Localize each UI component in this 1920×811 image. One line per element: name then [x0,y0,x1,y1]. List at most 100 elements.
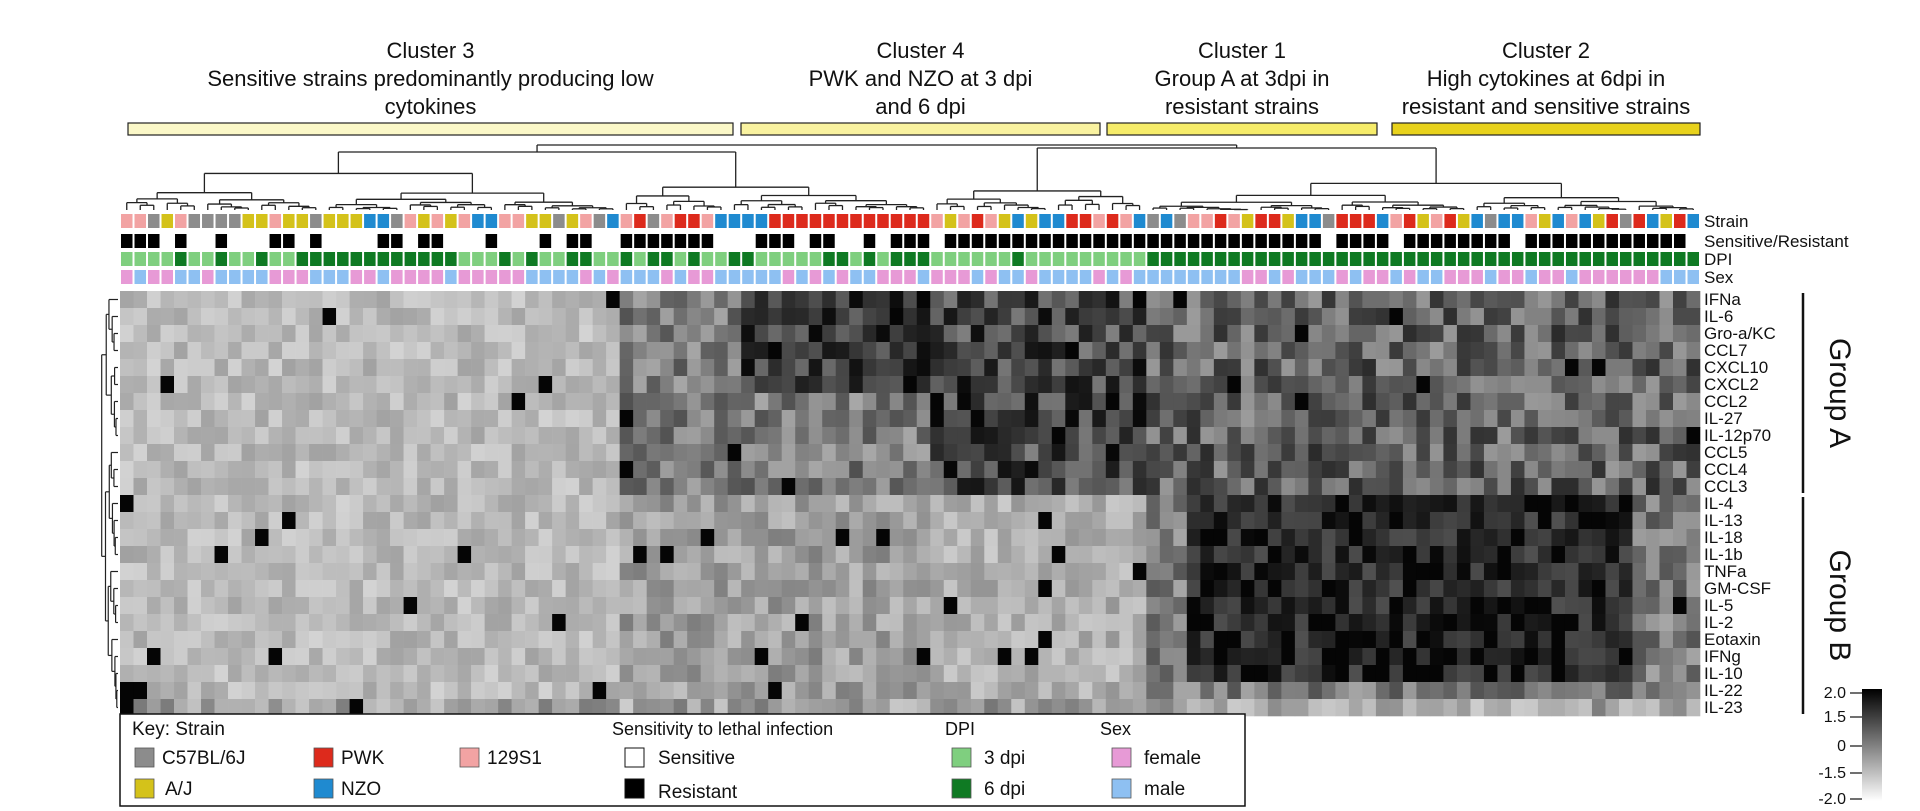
heatmap-cell [430,376,445,394]
heatmap-cell [781,376,796,394]
heatmap-cell [322,563,337,581]
heatmap-cell [1024,563,1039,581]
heatmap-cell [336,597,350,615]
heatmap-cell [160,325,175,343]
sex-cell [593,270,606,284]
row-label: IFNg [1704,647,1741,666]
sex-cell [1538,270,1551,284]
heatmap-cell [390,393,404,411]
heatmap-cell [322,325,337,343]
heatmap-cell [268,682,283,700]
heatmap-cell [1065,631,1080,649]
dpi-cell [836,252,849,266]
resistant-cell [310,234,322,248]
heatmap-cell [943,665,958,683]
heatmap-cell [889,444,904,462]
resistant-cell [755,234,768,248]
heatmap-cell [1618,342,1633,360]
heatmap-cell [1146,342,1161,360]
heatmap-cell [619,342,634,360]
heatmap-cell [309,376,323,394]
heatmap-cell [282,665,296,683]
heatmap-cell [741,665,756,683]
heatmap-cell [1308,308,1323,326]
heatmap-cell [673,665,688,683]
strain-cell [1498,214,1510,228]
heatmap-cell [295,631,310,649]
strain-cell [391,214,403,228]
heatmap-cell [1092,597,1107,615]
heatmap-cell [1564,410,1579,428]
heatmap-cell [957,461,972,479]
heatmap-cell [214,631,229,649]
heatmap-cell [1497,631,1512,649]
resistant-cell [1120,234,1132,248]
dpi-cell [1079,252,1092,266]
heatmap-cell [795,376,810,394]
strain-cell [1295,214,1308,228]
heatmap-cell [133,495,148,513]
strain-cell [931,214,943,228]
heatmap-cell [970,631,985,649]
heatmap-cell [1483,325,1498,343]
heatmap-cell [633,546,647,564]
heatmap-cell [525,342,539,360]
sex-cell [1012,270,1024,284]
heatmap-cell [1065,308,1080,326]
heatmap-cell [214,444,229,462]
heatmap-cell [349,308,364,326]
sex-cell [836,270,849,284]
heatmap-cell [147,444,161,462]
heatmap-cell [1524,597,1539,615]
heatmap-cell [741,682,756,700]
heatmap-cell [444,631,458,649]
heatmap-cell [633,631,647,649]
heatmap-cell [1537,546,1552,564]
heatmap-cell [1038,512,1053,530]
heatmap-cell [1591,529,1606,547]
heatmap-cell [1335,580,1350,598]
heatmap-cell [1348,597,1363,615]
heatmap-cell [970,410,985,428]
heatmap-cell [889,682,904,700]
heatmap-cell [1132,631,1147,649]
heatmap-cell [160,427,175,445]
heatmap-cell [268,495,283,513]
heatmap-cell [403,699,418,717]
heatmap-cell [741,444,756,462]
heatmap-cell [1456,325,1471,343]
heatmap-cell [1659,580,1674,598]
sex-cell [796,270,808,284]
heatmap-cell [957,478,972,496]
heatmap-cell [741,376,756,394]
heatmap-cell [1591,461,1606,479]
heatmap-cell [1308,614,1323,632]
heatmap-cell [1024,665,1039,683]
heatmap-cell [349,512,364,530]
heatmap-cell [1429,648,1444,666]
heatmap-cell [1402,461,1417,479]
heatmap-cell [1200,665,1215,683]
strain-cell [944,214,957,228]
heatmap-cell [133,444,148,462]
heatmap-cell [1456,546,1471,564]
heatmap-cell [174,359,188,377]
heatmap-cell [727,461,742,479]
dpi-cell [404,252,417,266]
resistant-cell [1430,234,1443,248]
heatmap-cell [282,631,296,649]
heatmap-cell [187,444,202,462]
heatmap-cell [538,495,553,513]
heatmap-cell [1308,427,1323,445]
heatmap-cell [1470,410,1485,428]
legend-sensitivity-swatch [624,778,645,799]
heatmap-cell [1213,427,1228,445]
heatmap-cell [1578,495,1593,513]
heatmap-cell [1065,580,1080,598]
heatmap-cell [282,461,296,479]
heatmap-cell [1443,393,1458,411]
heatmap-cell [1240,325,1255,343]
heatmap-cell [160,529,175,547]
heatmap-cell [1605,648,1620,666]
heatmap-cell [1605,325,1620,343]
